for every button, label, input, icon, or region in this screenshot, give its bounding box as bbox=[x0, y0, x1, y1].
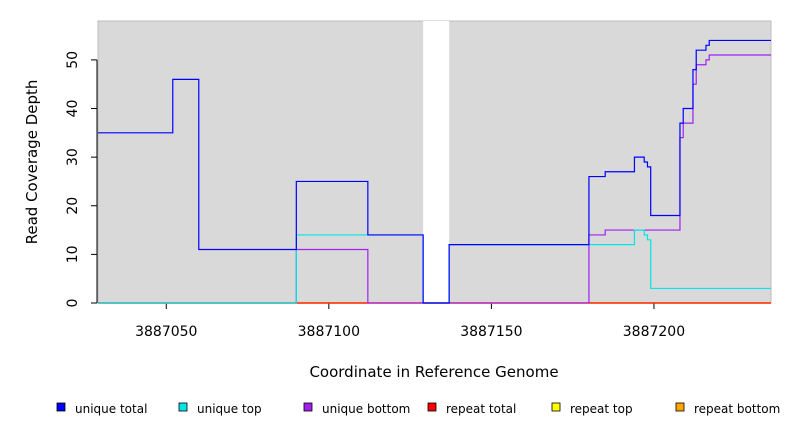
legend-item-unique-top: unique top bbox=[178, 402, 262, 416]
legend-label: repeat top bbox=[570, 402, 633, 416]
legend-item-unique-total: unique total bbox=[56, 402, 147, 416]
series-layer bbox=[98, 39, 771, 304]
x-tick-label: 3887100 bbox=[298, 324, 360, 340]
legend-swatch bbox=[178, 402, 188, 412]
legend-swatch bbox=[56, 402, 66, 412]
y-tick-label: 50 bbox=[65, 51, 81, 69]
x-tick-label: 3887150 bbox=[460, 324, 522, 340]
x-axis: 3887050 3887100 3887150 3887200 bbox=[135, 303, 685, 340]
legend-label: repeat total bbox=[446, 402, 516, 416]
legend-swatch bbox=[303, 402, 313, 412]
x-tick-label: 3887050 bbox=[135, 324, 197, 340]
x-axis-title: Coordinate in Reference Genome bbox=[309, 363, 558, 381]
y-tick-label: 0 bbox=[65, 299, 81, 308]
legend-swatch bbox=[427, 402, 437, 412]
y-tick-label: 10 bbox=[65, 245, 81, 263]
legend-item-repeat-bottom: repeat bottom bbox=[675, 402, 780, 416]
y-tick-label: 20 bbox=[65, 197, 81, 215]
legend: unique total unique top unique bottom repea… bbox=[56, 402, 780, 416]
legend-label: repeat bottom bbox=[694, 402, 780, 416]
legend-item-repeat-total: repeat total bbox=[427, 402, 516, 416]
legend-label: unique total bbox=[75, 402, 147, 416]
legend-swatch bbox=[675, 402, 685, 412]
series-unique-total-line bbox=[98, 39, 771, 304]
legend-item-repeat-top: repeat top bbox=[551, 402, 633, 416]
series-unique-top-line bbox=[98, 229, 771, 304]
legend-item-unique-bottom: unique bottom bbox=[303, 402, 410, 416]
y-tick-label: 40 bbox=[65, 100, 81, 118]
x-tick-label: 3887200 bbox=[623, 324, 685, 340]
y-axis: 0 10 20 30 40 50 bbox=[65, 51, 98, 308]
plot-background bbox=[97, 20, 772, 304]
y-axis-title: Read Coverage Depth bbox=[23, 80, 41, 245]
legend-label: unique bottom bbox=[322, 402, 410, 416]
y-tick-label: 30 bbox=[65, 148, 81, 166]
legend-swatch bbox=[551, 402, 561, 412]
series-unique-bottom-line bbox=[98, 54, 771, 304]
coverage-gap bbox=[423, 21, 450, 303]
legend-label: unique top bbox=[197, 402, 262, 416]
